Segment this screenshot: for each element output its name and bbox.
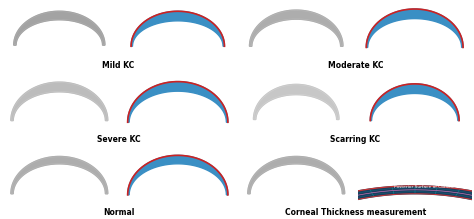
Text: Region of Interest: Region of Interest bbox=[366, 146, 405, 150]
Text: B: B bbox=[244, 3, 250, 12]
Polygon shape bbox=[11, 157, 108, 194]
Polygon shape bbox=[14, 11, 105, 45]
Polygon shape bbox=[128, 82, 228, 122]
Text: Corneal Thickness measurement: Corneal Thickness measurement bbox=[285, 208, 426, 217]
Text: Normal: Normal bbox=[103, 208, 134, 217]
Polygon shape bbox=[131, 11, 225, 46]
Text: A: A bbox=[7, 3, 13, 12]
Text: Epithelial Boundary: Epithelial Boundary bbox=[419, 175, 461, 179]
Polygon shape bbox=[370, 84, 459, 121]
Text: Severe KC: Severe KC bbox=[97, 135, 140, 144]
Text: Mild KC: Mild KC bbox=[102, 61, 135, 71]
Text: Moderate KC: Moderate KC bbox=[328, 61, 383, 71]
Polygon shape bbox=[254, 85, 339, 119]
Polygon shape bbox=[11, 82, 108, 121]
Text: C: C bbox=[7, 76, 12, 86]
Text: Scarring KC: Scarring KC bbox=[330, 135, 381, 144]
Text: E: E bbox=[7, 150, 12, 159]
Polygon shape bbox=[254, 85, 339, 119]
Polygon shape bbox=[14, 11, 105, 45]
Polygon shape bbox=[248, 157, 345, 194]
Polygon shape bbox=[255, 186, 474, 219]
Polygon shape bbox=[128, 155, 228, 195]
Polygon shape bbox=[249, 10, 343, 46]
Text: Posterior Surface of Cornea: Posterior Surface of Cornea bbox=[394, 185, 454, 189]
Polygon shape bbox=[11, 82, 108, 121]
Text: D: D bbox=[244, 76, 250, 86]
Text: F: F bbox=[244, 150, 249, 159]
Polygon shape bbox=[11, 157, 108, 194]
Text: Epithelial Layer Thickness: Epithelial Layer Thickness bbox=[358, 175, 415, 179]
Text: Anterior Surface
of Cornea: Anterior Surface of Cornea bbox=[451, 154, 474, 163]
Polygon shape bbox=[249, 10, 343, 46]
Polygon shape bbox=[248, 157, 345, 194]
Polygon shape bbox=[366, 9, 463, 47]
Text: Corneal Thickness: Corneal Thickness bbox=[391, 165, 430, 169]
